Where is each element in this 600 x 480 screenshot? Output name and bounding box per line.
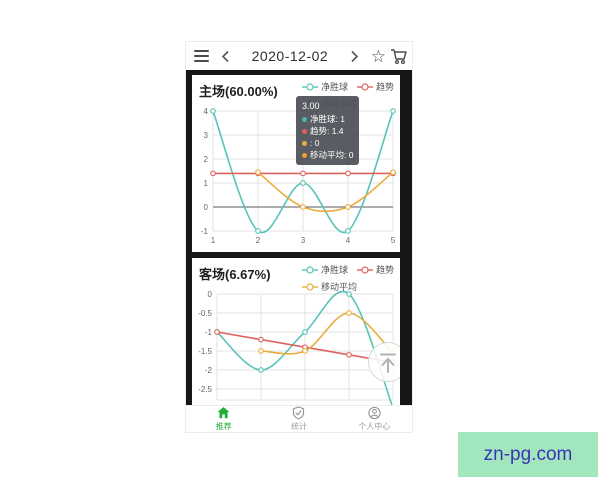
tooltip-row: 移动平均: 0 bbox=[302, 149, 353, 161]
tab-profile[interactable]: 个人中心 bbox=[337, 406, 412, 432]
chart-tooltip: 3.00 净胜球: 1 趋势: 1.4: 0 移动平均: 0 bbox=[296, 96, 359, 165]
tooltip-rows: 净胜球: 1 趋势: 1.4: 0 移动平均: 0 bbox=[302, 113, 353, 161]
tooltip-series-dot bbox=[302, 116, 307, 122]
legend-line-icon bbox=[301, 82, 318, 91]
svg-text:-0.5: -0.5 bbox=[198, 309, 212, 318]
legend-line-icon bbox=[356, 265, 373, 274]
series-净胜球 bbox=[216, 290, 393, 405]
svg-text:3: 3 bbox=[301, 236, 306, 245]
away-chart-title: 客场(6.67%) bbox=[199, 267, 271, 282]
legend-item-净胜球[interactable]: 净胜球 bbox=[301, 263, 348, 276]
legend-line-icon bbox=[356, 82, 373, 91]
away-chart-card: 客场(6.67%) 净胜球 趋势移动平均 0 -0.5 -1 -1.5 -2 -2.5 bbox=[192, 258, 400, 405]
svg-text:-1: -1 bbox=[205, 328, 213, 337]
svg-text:1: 1 bbox=[204, 179, 209, 188]
shield-check-icon bbox=[293, 406, 305, 420]
svg-text:2: 2 bbox=[256, 236, 261, 245]
series-移动平均 bbox=[257, 171, 394, 213]
watermark-badge: zn-pg.com bbox=[458, 432, 598, 477]
chevron-right-icon bbox=[351, 50, 359, 62]
svg-text:4: 4 bbox=[346, 236, 351, 245]
shopping-cart-icon[interactable] bbox=[390, 48, 408, 65]
top-navigation-bar: 2020-12-02 ☆ bbox=[186, 42, 412, 70]
svg-text:1: 1 bbox=[211, 236, 216, 245]
legend-item-净胜球[interactable]: 净胜球 bbox=[301, 80, 348, 93]
legend-line-icon bbox=[301, 265, 318, 274]
previous-date-button[interactable] bbox=[221, 50, 230, 63]
svg-text:5: 5 bbox=[391, 236, 396, 245]
svg-text:2: 2 bbox=[204, 155, 209, 164]
series-移动平均 bbox=[260, 312, 394, 355]
tab-statistics[interactable]: 统计 bbox=[261, 406, 336, 432]
chevron-left-icon bbox=[221, 50, 229, 62]
tooltip-row: 净胜球: 1 bbox=[302, 113, 353, 125]
tab-label: 推荐 bbox=[215, 422, 232, 431]
tooltip-series-dot bbox=[302, 140, 307, 146]
menu-icon[interactable] bbox=[194, 50, 209, 62]
svg-text:-2.5: -2.5 bbox=[198, 385, 212, 394]
away-chart-legend: 净胜球 趋势移动平均 bbox=[301, 263, 394, 297]
legend-item-趋势[interactable]: 趋势 bbox=[356, 80, 394, 93]
legend-item-趋势[interactable]: 趋势 bbox=[356, 263, 394, 276]
home-icon bbox=[217, 407, 230, 419]
svg-text:-1.5: -1.5 bbox=[198, 347, 212, 356]
tooltip-title: 3.00 bbox=[302, 101, 320, 111]
card-divider bbox=[192, 252, 400, 258]
tooltip-series-dot bbox=[302, 152, 307, 158]
arrow-up-to-top-icon bbox=[380, 353, 396, 373]
tab-recommend[interactable]: 推荐 bbox=[186, 406, 261, 432]
favorite-star-icon[interactable]: ☆ bbox=[370, 46, 386, 66]
svg-text:4: 4 bbox=[204, 107, 209, 116]
user-circle-icon bbox=[368, 406, 381, 420]
tab-label: 统计 bbox=[290, 422, 307, 431]
svg-text:0: 0 bbox=[204, 203, 209, 212]
tooltip-row: 趋势: 1.4 bbox=[302, 125, 353, 137]
home-chart-title: 主场(60.00%) bbox=[199, 84, 278, 99]
svg-text:3: 3 bbox=[204, 131, 209, 140]
svg-text:-2: -2 bbox=[205, 366, 213, 375]
legend-line-icon bbox=[301, 282, 318, 291]
bottom-tab-bar: 推荐 统计 个人中心 bbox=[186, 405, 412, 432]
tab-label: 个人中心 bbox=[358, 422, 391, 431]
date-display[interactable]: 2020-12-02 bbox=[251, 48, 329, 64]
svg-text:-1: -1 bbox=[201, 227, 209, 236]
next-date-button[interactable] bbox=[350, 50, 359, 63]
scroll-to-top-button[interactable] bbox=[367, 341, 400, 383]
tooltip-series-dot bbox=[302, 128, 307, 134]
tooltip-row: : 0 bbox=[302, 137, 353, 149]
legend-item-移动平均[interactable]: 移动平均 bbox=[301, 280, 357, 293]
svg-text:0: 0 bbox=[208, 290, 213, 299]
